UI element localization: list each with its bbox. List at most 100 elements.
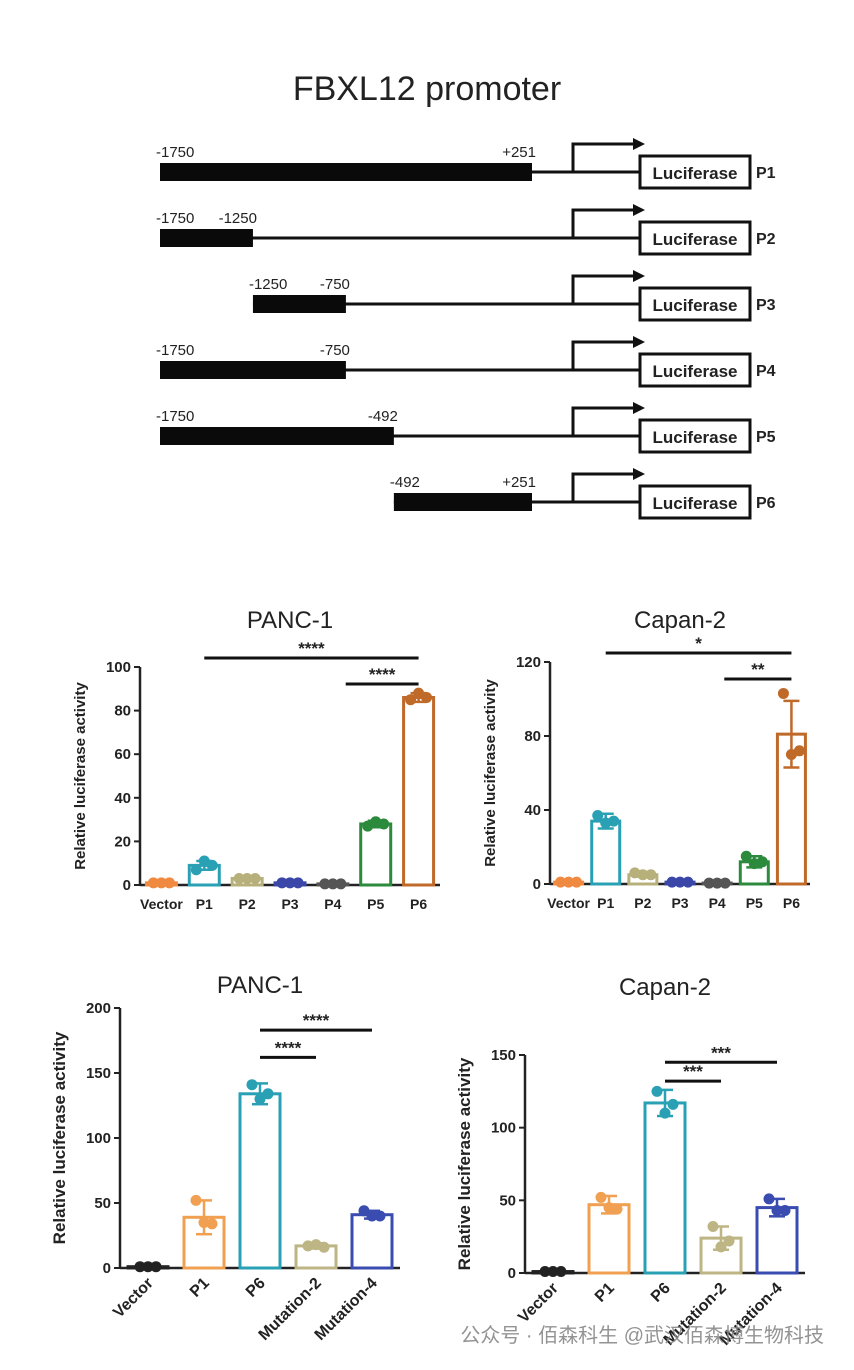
- data-point: [793, 745, 805, 757]
- chart-title: Capan-2: [634, 607, 726, 634]
- x-tick-label: P2: [239, 896, 256, 912]
- y-tick-label: 60: [114, 746, 131, 763]
- promoter-fragment-bar: [252, 295, 346, 313]
- data-point: [246, 1079, 258, 1091]
- luciferase-box: [638, 418, 752, 454]
- data-point: [366, 1210, 378, 1222]
- y-axis-label: Relative luciferase activity: [50, 1031, 69, 1244]
- significance-label: ***: [711, 1043, 731, 1062]
- start-position-label: -1250: [249, 276, 287, 293]
- data-point: [276, 877, 288, 889]
- x-tick-label: P1: [592, 1280, 618, 1306]
- data-point: [611, 1203, 623, 1215]
- construct-name: P2: [756, 231, 776, 248]
- luciferase-box: [638, 154, 752, 190]
- data-point: [682, 876, 694, 888]
- chart-panc1-mutations: PANC-1 0 50 100 150 200 Relative luciferase ac…: [50, 972, 400, 1344]
- bar-p5: [359, 822, 393, 887]
- promoter-fragment-bar: [160, 229, 253, 247]
- y-tick-label: 120: [516, 654, 541, 671]
- luciferase-label: Luciferase: [652, 164, 737, 183]
- x-tick-label: P4: [324, 896, 341, 912]
- data-point: [335, 878, 347, 890]
- tss-arrow: [571, 340, 635, 370]
- y-tick-label: 100: [491, 1120, 516, 1137]
- y-tick-label: 80: [114, 703, 131, 720]
- x-tick-label: P3: [281, 896, 298, 912]
- data-point: [563, 876, 575, 888]
- x-tick-label: P2: [634, 895, 651, 911]
- data-point: [715, 1241, 727, 1253]
- data-point: [241, 872, 253, 884]
- x-tick-label: Vector: [110, 1275, 157, 1322]
- x-tick-label: P1: [196, 896, 213, 912]
- data-point: [555, 1266, 567, 1278]
- data-point: [190, 1194, 202, 1206]
- data-point: [608, 815, 620, 827]
- promoter-diagram: Luciferase P1 -1750 +251 Luciferase P2 -1750 -1…: [156, 138, 776, 520]
- data-point: [292, 877, 304, 889]
- bar-mutation-4: [350, 1213, 394, 1270]
- y-tick-label: 0: [123, 877, 131, 894]
- promoter-fragment-bar: [160, 427, 394, 445]
- y-tick-label: 20: [114, 833, 131, 850]
- tss-arrowhead: [633, 402, 645, 414]
- data-point: [711, 877, 723, 889]
- construct-name: P4: [756, 363, 776, 380]
- y-tick-label: 100: [106, 659, 131, 676]
- y-axis-label: Relative luciferase activity: [455, 1057, 474, 1270]
- construct-name: P6: [756, 495, 776, 512]
- luciferase-box: [638, 286, 752, 322]
- start-position-label: -1750: [156, 210, 194, 227]
- end-position-label: -750: [320, 342, 350, 359]
- data-point: [206, 859, 218, 871]
- start-position-label: -1750: [156, 144, 194, 161]
- promoter-fragment-bar: [393, 493, 532, 511]
- x-tick-label: Vector: [547, 895, 590, 911]
- construct-p3: Luciferase P3 -1250 -750: [249, 270, 776, 322]
- y-tick-label: 0: [103, 1260, 111, 1277]
- bar-p1: [590, 819, 622, 886]
- bar-p1: [587, 1203, 631, 1275]
- tss-arrow: [571, 472, 635, 502]
- x-tick-label: Vector: [140, 896, 183, 912]
- data-point: [779, 1205, 791, 1217]
- data-point: [142, 1261, 154, 1273]
- page-title: FBXL12 promoter: [292, 70, 562, 108]
- x-tick-label: P6: [783, 895, 800, 911]
- start-position-label: -1750: [156, 408, 194, 425]
- bar-p6: [402, 696, 436, 887]
- data-point: [134, 1261, 146, 1273]
- data-point: [254, 1093, 266, 1105]
- data-point: [405, 694, 417, 706]
- data-point: [667, 1098, 679, 1110]
- data-point: [327, 878, 339, 890]
- data-point: [233, 872, 245, 884]
- bar-p6: [643, 1101, 687, 1275]
- construct-name: P5: [756, 429, 776, 446]
- data-point: [740, 850, 752, 862]
- data-point: [592, 810, 604, 822]
- construct-p5: Luciferase P5 -1750 -492: [156, 402, 776, 454]
- end-position-label: -750: [320, 276, 350, 293]
- start-position-label: -1750: [156, 342, 194, 359]
- x-tick-label: P6: [410, 896, 427, 912]
- y-tick-label: 0: [533, 876, 541, 893]
- x-tick-label: P1: [187, 1275, 213, 1301]
- y-tick-label: 200: [86, 1000, 111, 1017]
- luciferase-box: [638, 352, 752, 388]
- end-position-label: +251: [502, 144, 536, 161]
- significance-label: ****: [275, 1038, 302, 1057]
- data-point: [756, 856, 768, 868]
- start-position-label: -492: [390, 474, 420, 491]
- data-point: [155, 877, 167, 889]
- data-point: [595, 1191, 607, 1203]
- chart-title: PANC-1: [217, 972, 303, 999]
- end-position-label: +251: [502, 474, 536, 491]
- chart-panc1-fragments: PANC-1 0 20 40 60 80 100 Relative luciferase ac…: [72, 607, 440, 912]
- x-tick-label: P5: [746, 895, 763, 911]
- y-tick-label: 50: [94, 1195, 111, 1212]
- data-point: [763, 1193, 775, 1205]
- construct-name: P1: [756, 165, 776, 182]
- data-point: [318, 1241, 330, 1253]
